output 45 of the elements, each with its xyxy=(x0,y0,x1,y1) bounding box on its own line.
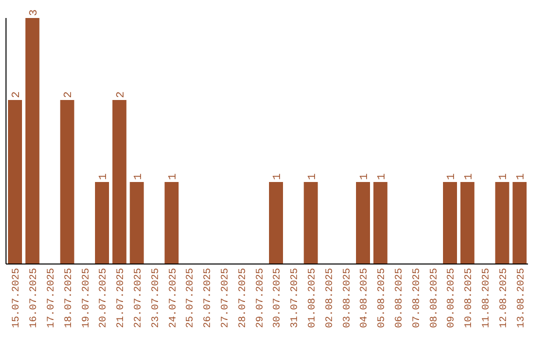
x-tick-label: 26.07.2025 xyxy=(203,268,214,328)
data-label: 1 xyxy=(132,173,145,180)
x-tick-label: 12.08.2025 xyxy=(498,268,510,328)
x-tick-label: 02.08.2025 xyxy=(324,268,336,328)
data-label: 1 xyxy=(306,173,319,180)
x-tick-label: 08.08.2025 xyxy=(429,268,440,328)
x-tick-label: 06.08.2025 xyxy=(394,268,406,328)
x-tick-label: 30.07.2025 xyxy=(272,268,284,328)
data-label: 2 xyxy=(63,91,76,98)
x-tick-label: 22.07.2025 xyxy=(134,268,144,328)
data-label: 1 xyxy=(446,173,458,180)
x-tick-label: 10.08.2025 xyxy=(464,268,476,328)
data-label: 1 xyxy=(168,173,180,180)
x-tick-label: 15.07.2025 xyxy=(12,268,23,328)
data-label: 1 xyxy=(516,173,528,180)
data-label: 1 xyxy=(463,173,476,180)
x-tick-label: 21.07.2025 xyxy=(116,268,128,328)
x-tick-label: 04.08.2025 xyxy=(360,268,371,328)
x-tick-label: 05.08.2025 xyxy=(377,268,388,328)
x-tick-label: 11.08.2025 xyxy=(482,268,492,328)
x-tick-label: 27.07.2025 xyxy=(220,268,232,328)
x-tick-label: 28.07.2025 xyxy=(238,268,249,328)
x-tick-label: 13.08.2025 xyxy=(516,268,528,328)
x-tick-label: 18.07.2025 xyxy=(64,268,75,328)
data-label: 1 xyxy=(98,173,110,180)
data-label: 1 xyxy=(498,173,510,180)
data-label: 1 xyxy=(376,173,388,180)
x-tick-label: 23.07.2025 xyxy=(150,268,162,328)
x-tick-label: 17.07.2025 xyxy=(46,268,58,328)
data-label: 3 xyxy=(28,9,40,16)
x-tick-label: 09.08.2025 xyxy=(446,268,458,328)
data-label: 1 xyxy=(359,173,371,180)
x-tick-label: 29.07.2025 xyxy=(255,268,266,328)
data-label: 1 xyxy=(272,173,284,180)
x-tick-label: 25.07.2025 xyxy=(186,268,197,328)
data-label: 2 xyxy=(115,91,128,98)
x-tick-label: 20.07.2025 xyxy=(98,268,110,328)
x-tick-label: 16.07.2025 xyxy=(29,268,40,328)
x-tick-label: 24.07.2025 xyxy=(168,268,180,328)
x-tick-label: 31.07.2025 xyxy=(290,268,302,328)
data-label: 2 xyxy=(11,91,23,98)
x-tick-label: 19.07.2025 xyxy=(81,268,92,328)
x-tick-label: 01.08.2025 xyxy=(308,268,318,328)
x-tick-label: 07.08.2025 xyxy=(412,268,423,328)
x-tick-label: 03.08.2025 xyxy=(342,268,354,328)
